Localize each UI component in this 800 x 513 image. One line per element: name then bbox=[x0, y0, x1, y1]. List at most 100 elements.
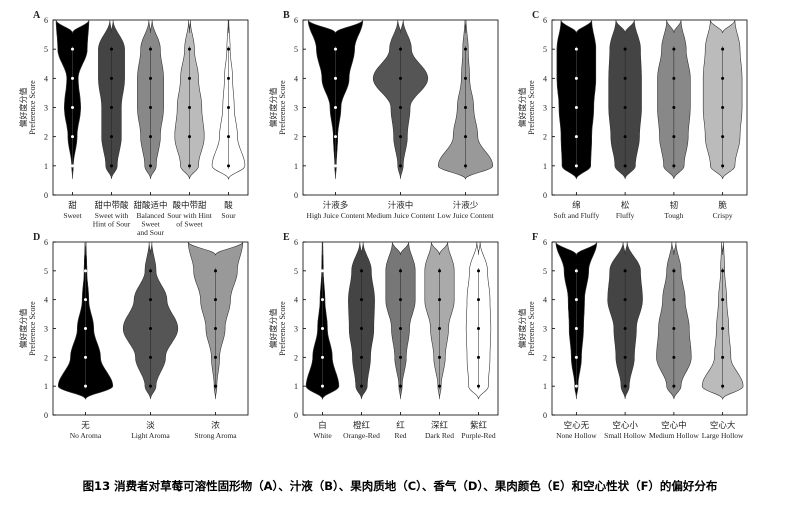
y-tick-label: 0 bbox=[294, 191, 298, 200]
score-point bbox=[438, 327, 441, 330]
score-point bbox=[399, 384, 402, 388]
score-point bbox=[149, 384, 152, 388]
score-point bbox=[574, 327, 578, 330]
score-point bbox=[672, 384, 676, 388]
score-point bbox=[84, 355, 87, 359]
score-point bbox=[71, 135, 74, 139]
y-tick-label: 1 bbox=[543, 382, 547, 391]
score-point bbox=[84, 298, 87, 302]
score-point bbox=[149, 327, 152, 330]
y-axis-label-en: Preference Score bbox=[28, 80, 37, 135]
y-axis-label-cn: 偏好度分值 bbox=[18, 309, 28, 349]
score-point bbox=[672, 135, 676, 139]
x-label-cn: 空心大 bbox=[710, 420, 736, 430]
score-point bbox=[149, 269, 152, 273]
figure-caption: 图13 消费者对草莓可溶性固形物（A）、汁液（B）、果肉质地（C）、香气（D）、… bbox=[82, 479, 718, 493]
score-point bbox=[477, 269, 480, 273]
score-point bbox=[672, 76, 676, 80]
score-point bbox=[227, 106, 230, 109]
x-label-cn: 汁液中 bbox=[388, 200, 414, 210]
y-tick-label: 2 bbox=[543, 133, 547, 142]
score-point bbox=[84, 384, 87, 388]
x-label-en: No Aroma bbox=[70, 431, 102, 440]
y-tick-label: 2 bbox=[294, 353, 298, 362]
score-point bbox=[188, 76, 191, 80]
y-tick-label: 2 bbox=[44, 133, 48, 142]
score-point bbox=[721, 384, 725, 388]
x-label-en: Orange-Red bbox=[343, 431, 380, 440]
x-label-en: Sour with Hint bbox=[167, 211, 213, 220]
score-point bbox=[84, 269, 87, 273]
x-label-en: Balanced bbox=[137, 211, 165, 220]
score-point bbox=[334, 135, 337, 139]
x-label-en: Small Hollow bbox=[604, 431, 646, 440]
score-point bbox=[477, 355, 480, 359]
score-point bbox=[321, 355, 324, 359]
y-tick-label: 4 bbox=[44, 296, 48, 305]
y-tick-label: 3 bbox=[294, 325, 298, 334]
x-label-cn: 汁液多 bbox=[323, 200, 349, 210]
x-label-en: Dark Red bbox=[425, 431, 454, 440]
y-tick-label: 2 bbox=[44, 353, 48, 362]
score-point bbox=[574, 355, 578, 359]
score-point bbox=[227, 164, 230, 168]
x-label-en: Medium Hollow bbox=[649, 431, 699, 440]
y-tick-label: 3 bbox=[294, 104, 298, 113]
score-point bbox=[321, 298, 324, 302]
y-axis-label-en: Preference Score bbox=[278, 301, 287, 356]
score-point bbox=[672, 327, 676, 330]
score-point bbox=[360, 384, 363, 388]
score-point bbox=[149, 47, 152, 51]
score-point bbox=[623, 269, 627, 273]
x-label-en: Tough bbox=[664, 211, 683, 220]
score-point bbox=[721, 298, 725, 302]
y-tick-label: 0 bbox=[44, 191, 48, 200]
score-point bbox=[334, 164, 337, 168]
score-point bbox=[623, 106, 627, 109]
x-label-en: Crispy bbox=[713, 211, 733, 220]
x-label-en: Strong Aroma bbox=[194, 431, 237, 440]
y-axis-label-en: Preference Score bbox=[527, 80, 536, 135]
y-tick-label: 3 bbox=[44, 104, 48, 113]
y-tick-label: 6 bbox=[294, 238, 298, 247]
score-point bbox=[623, 47, 627, 51]
score-point bbox=[721, 76, 725, 80]
score-point bbox=[574, 164, 578, 168]
score-point bbox=[188, 164, 191, 168]
score-point bbox=[721, 135, 725, 139]
score-point bbox=[321, 384, 324, 388]
y-axis-label-en: Preference Score bbox=[278, 80, 287, 135]
score-point bbox=[334, 76, 337, 80]
y-tick-label: 1 bbox=[44, 162, 48, 171]
score-point bbox=[188, 106, 191, 109]
y-tick-label: 6 bbox=[294, 16, 298, 25]
y-tick-label: 0 bbox=[543, 411, 547, 420]
x-label-cn: 脆 bbox=[718, 200, 727, 210]
x-label-en: Red bbox=[394, 431, 406, 440]
score-point bbox=[214, 269, 217, 273]
score-point bbox=[721, 106, 725, 109]
score-point bbox=[721, 269, 725, 273]
y-axis-label-cn: 偏好度分值 bbox=[18, 88, 28, 128]
score-point bbox=[721, 327, 725, 330]
score-point bbox=[438, 298, 441, 302]
score-point bbox=[110, 47, 113, 51]
x-label-en: Sweet with bbox=[95, 211, 129, 220]
x-label-en: Fluffy bbox=[616, 211, 635, 220]
x-label-en: of Sweet bbox=[176, 220, 203, 229]
y-tick-label: 3 bbox=[44, 325, 48, 334]
x-label-cn: 绵 bbox=[572, 200, 581, 210]
score-point bbox=[399, 269, 402, 273]
y-tick-label: 0 bbox=[44, 411, 48, 420]
score-point bbox=[360, 327, 363, 330]
x-label-cn: 红 bbox=[396, 420, 405, 430]
score-point bbox=[438, 384, 441, 388]
panel-letter: A bbox=[33, 10, 41, 21]
y-axis-label-cn: 偏好度分值 bbox=[268, 309, 278, 349]
score-point bbox=[214, 384, 217, 388]
score-point bbox=[321, 327, 324, 330]
y-tick-label: 2 bbox=[543, 353, 547, 362]
panel-letter: C bbox=[532, 10, 539, 21]
